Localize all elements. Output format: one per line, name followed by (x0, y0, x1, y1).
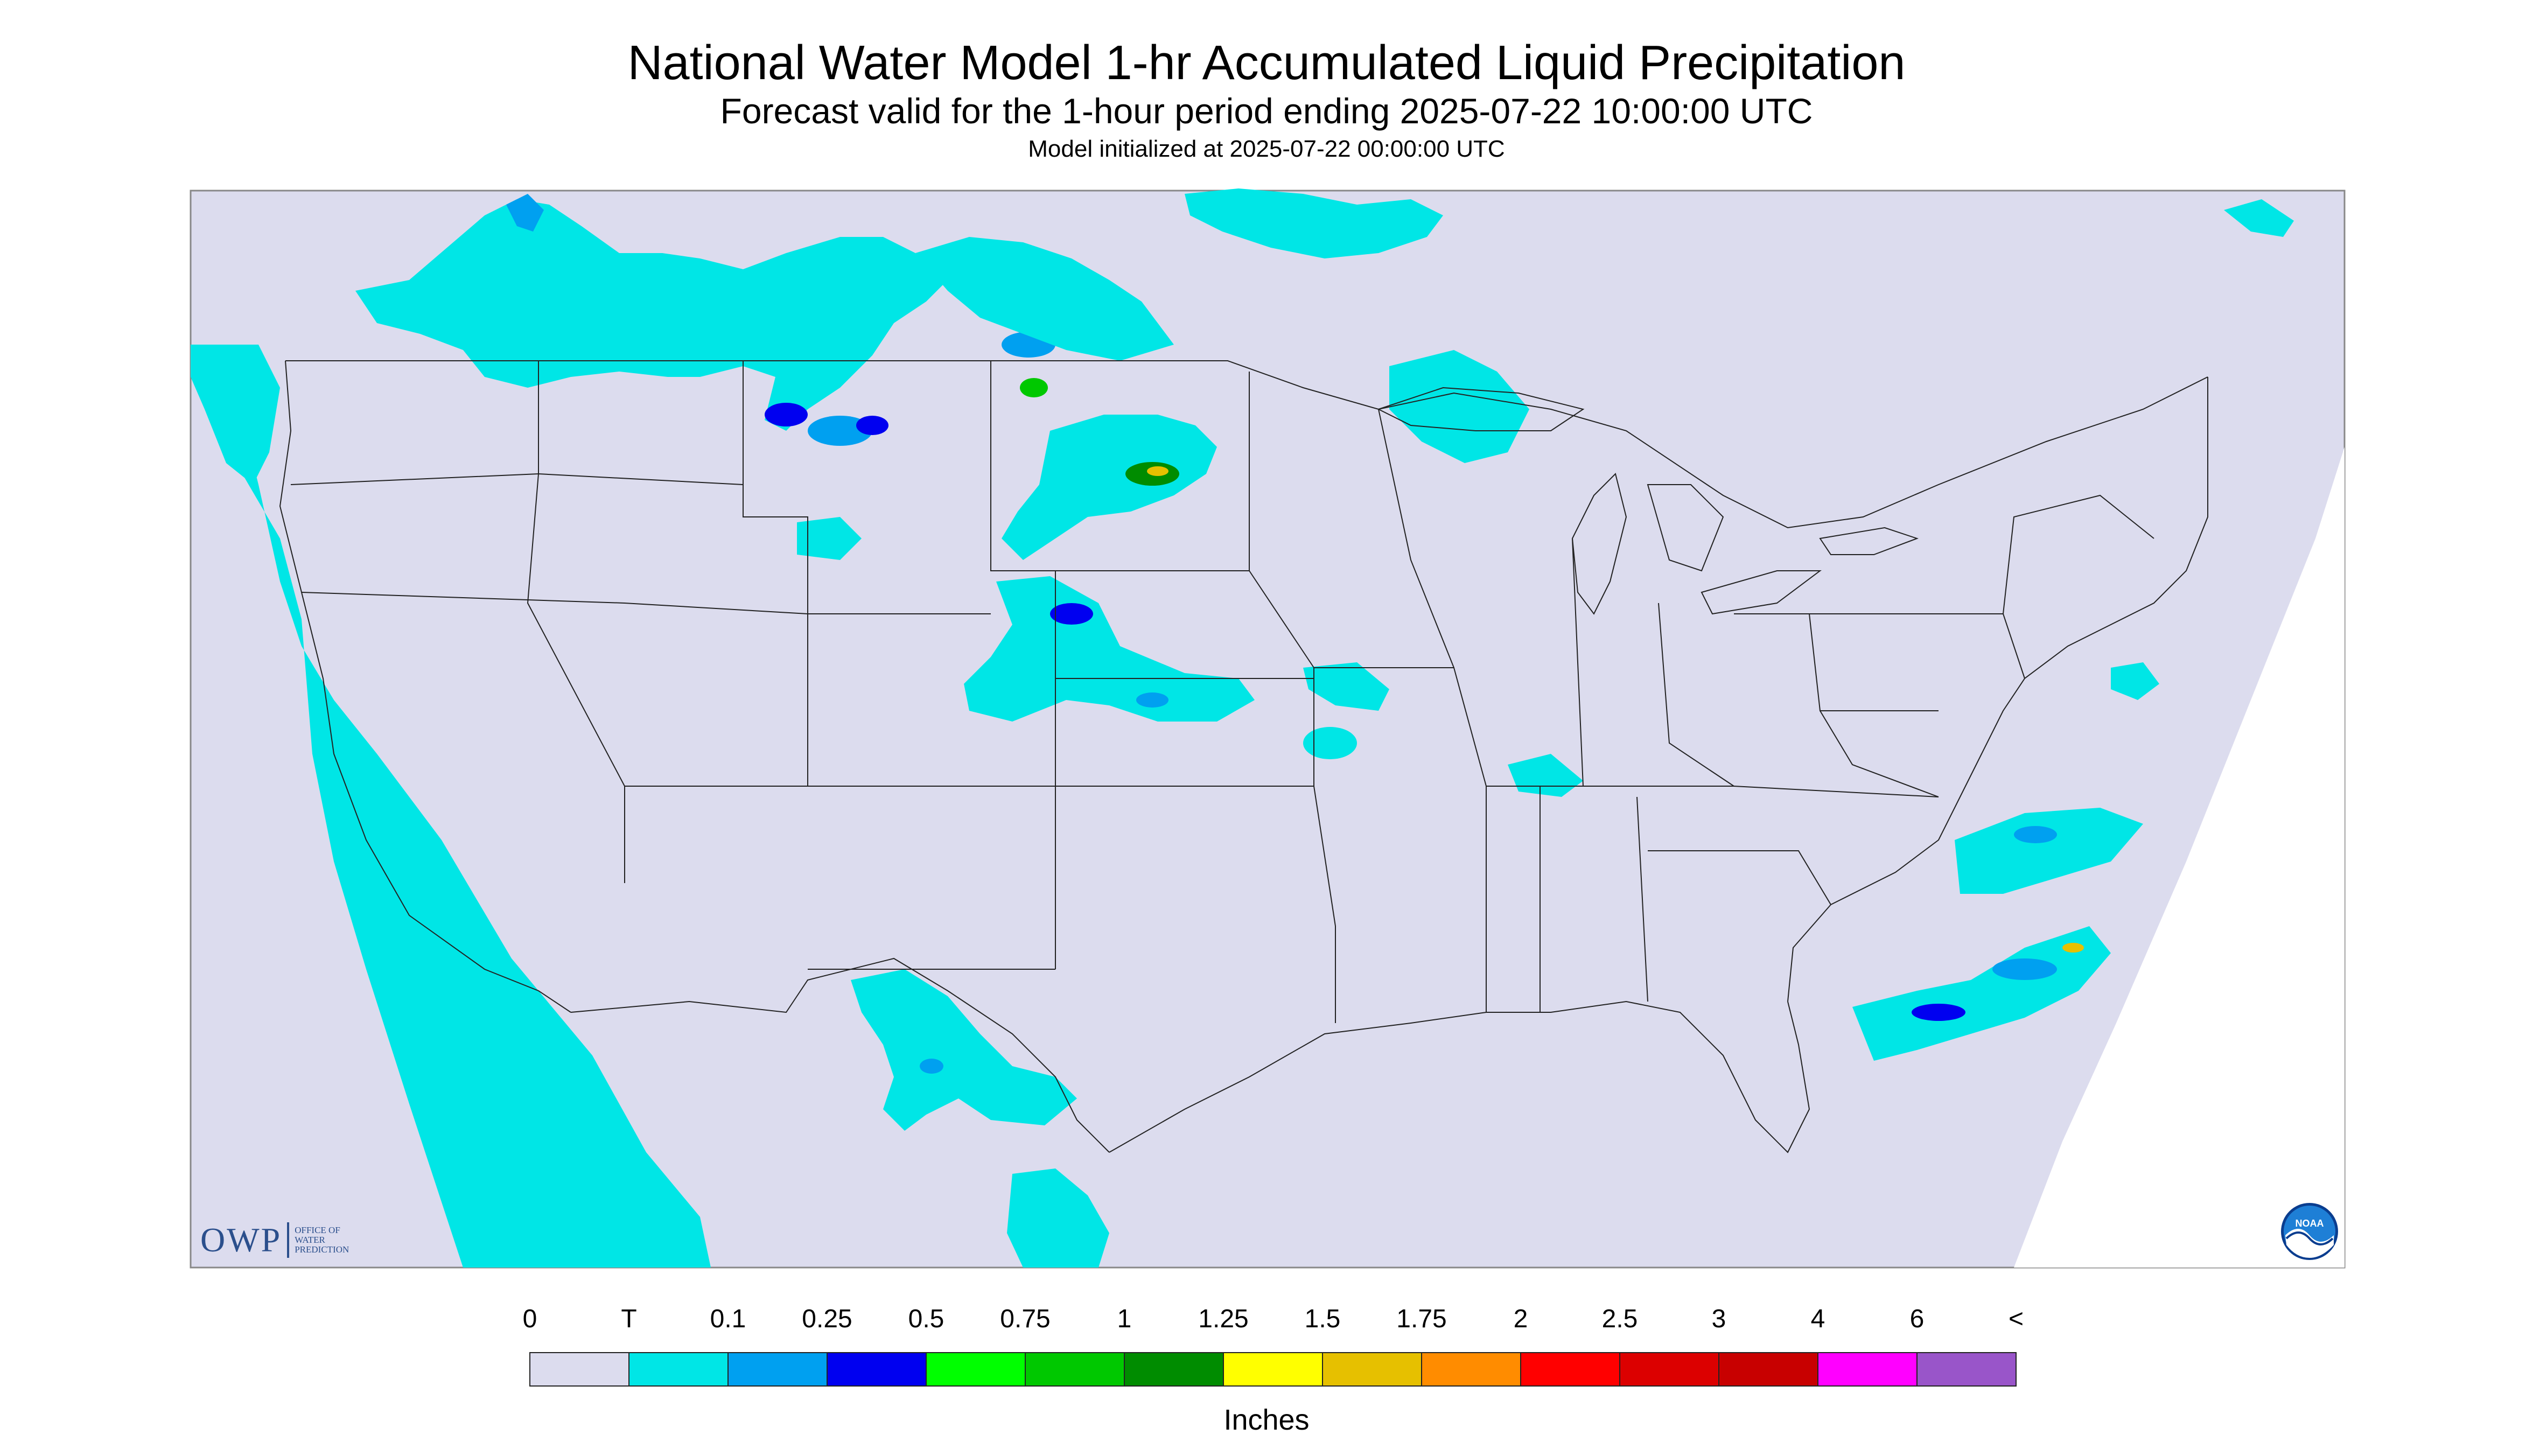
precip-area-ks (1303, 727, 1357, 759)
coast-west (279, 360, 571, 1013)
colorbar-tick-label: 0.75 (1000, 1305, 1051, 1333)
precip-area-atlantic-core1 (1992, 958, 2057, 980)
precip-area-nebraska (964, 576, 1255, 722)
model-init-text: Model initialized at 2025-07-22 00:00:00… (1028, 136, 1505, 162)
precip-area-texas (851, 969, 1077, 1131)
precip-area-mt-core3b (1020, 378, 1048, 397)
colorbar-swatch (926, 1352, 1026, 1387)
colorbar-tick-label: 1.5 (1304, 1305, 1341, 1333)
lake-erie (1701, 570, 1822, 615)
precip-area-carolina (1955, 808, 2143, 894)
colorbar-swatch (1718, 1352, 1818, 1387)
lake-superior (1377, 387, 1585, 431)
colorbar-tick-label: 0.25 (802, 1305, 852, 1333)
precip-area-iowa (1303, 662, 1389, 711)
precip-area-tx-core (920, 1059, 943, 1074)
noaa-seal-icon (2281, 1203, 2338, 1260)
owp-logo-divider (287, 1222, 290, 1258)
precip-area-ne-core (1050, 603, 1093, 625)
colorbar-tick-label: 2 (1513, 1305, 1528, 1333)
lake-michigan (1571, 473, 1627, 615)
colorbar-swatch (827, 1352, 927, 1387)
precip-area-saskatchewan (915, 237, 1174, 361)
colorbar-swatch (1223, 1352, 1323, 1387)
coast-gulf (1109, 1000, 1810, 1153)
colorbar-tick-label: 1.25 (1198, 1305, 1249, 1333)
precip-area-colorado (797, 517, 862, 560)
state-boundaries (279, 360, 2208, 1153)
owp-logo-mark: OWP (200, 1221, 282, 1259)
border-mexico (570, 957, 1110, 1153)
colorbar-tick-label: 0.1 (710, 1305, 746, 1333)
precip-area-atlantic-core3 (2062, 943, 2084, 953)
colorbar-tick-label: 4 (1810, 1305, 1825, 1333)
precip-area-manitoba (1185, 188, 1443, 258)
colorbar-swatch (628, 1352, 729, 1387)
owp-logo-line-1: OFFICE OF (295, 1225, 340, 1235)
outside-projection-right (2014, 447, 2345, 1268)
colorbar-swatch (727, 1352, 828, 1387)
coast-atlantic (1787, 377, 2208, 1002)
owp-logo-line-2: WATER (295, 1235, 325, 1245)
colorbar-swatch (1421, 1352, 1521, 1387)
precip-area-montana (355, 199, 948, 431)
noaa-logo-text: NOAA (2295, 1218, 2324, 1229)
precip-area-ontario (1389, 350, 1529, 463)
owp-logo-line-3: PREDICTION (295, 1244, 349, 1255)
precip-area-pacific-north (191, 345, 280, 485)
colorbar-swatch (1322, 1352, 1422, 1387)
colorbar-tick-label: < (2008, 1305, 2024, 1333)
colorbar-swatch (529, 1352, 629, 1387)
colorbar-tick-label: 1.75 (1396, 1305, 1447, 1333)
noaa-logo: NOAA (2280, 1202, 2339, 1261)
colorbar-swatch (1025, 1352, 1125, 1387)
colorbar-swatch (1124, 1352, 1224, 1387)
colorbar-tick-label: 1 (1117, 1305, 1132, 1333)
colorbar-tick-label: 3 (1711, 1305, 1726, 1333)
colorbar-title: Inches (1223, 1404, 1310, 1436)
precip-area-quebec (2224, 199, 2294, 237)
precip-areas (191, 188, 2294, 1268)
colorbar-tick-label: 6 (1909, 1305, 1925, 1333)
precip-area-mt-core1 (808, 416, 872, 446)
lake-huron (1647, 484, 1724, 572)
colorbar-swatch (1619, 1352, 1719, 1387)
precip-area-carolina-core (2014, 826, 2057, 843)
lake-ontario (1819, 527, 1919, 555)
precip-area-mt-core2 (765, 403, 808, 426)
precip-area-delaware (2111, 662, 2159, 700)
precip-area-atlantic-core2 (1912, 1004, 1965, 1021)
precip-area-atlantic (1852, 926, 2111, 1061)
colorbar-tick-label: 0.5 (908, 1305, 944, 1333)
precip-area-alberta (506, 194, 544, 232)
precip-area-mt-core1b (856, 416, 888, 435)
colorbar-tick-label: T (621, 1305, 637, 1333)
forecast-subtitle: Forecast valid for the 1-hour period end… (720, 91, 1813, 131)
colorbar-swatch (1916, 1352, 2017, 1387)
colorbar-tick-label: 0 (522, 1305, 537, 1333)
colorbar-swatch (1520, 1352, 1620, 1387)
border-canada (285, 360, 2208, 529)
colorbar-tick-label: 2.5 (1601, 1305, 1638, 1333)
page-title: National Water Model 1-hr Accumulated Li… (627, 36, 1906, 90)
precip-area-nd (1002, 415, 1217, 560)
precip-area-ne-core2 (1136, 692, 1168, 708)
colorbar-swatch (1817, 1352, 1918, 1387)
precip-area-nd-core2 (1147, 466, 1168, 476)
owp-logo-subtitle: OFFICE OF WATER PREDICTION (295, 1226, 349, 1255)
precip-area-mexico (1007, 1168, 1109, 1268)
owp-logo: OWP OFFICE OF WATER PREDICTION (200, 1220, 349, 1260)
